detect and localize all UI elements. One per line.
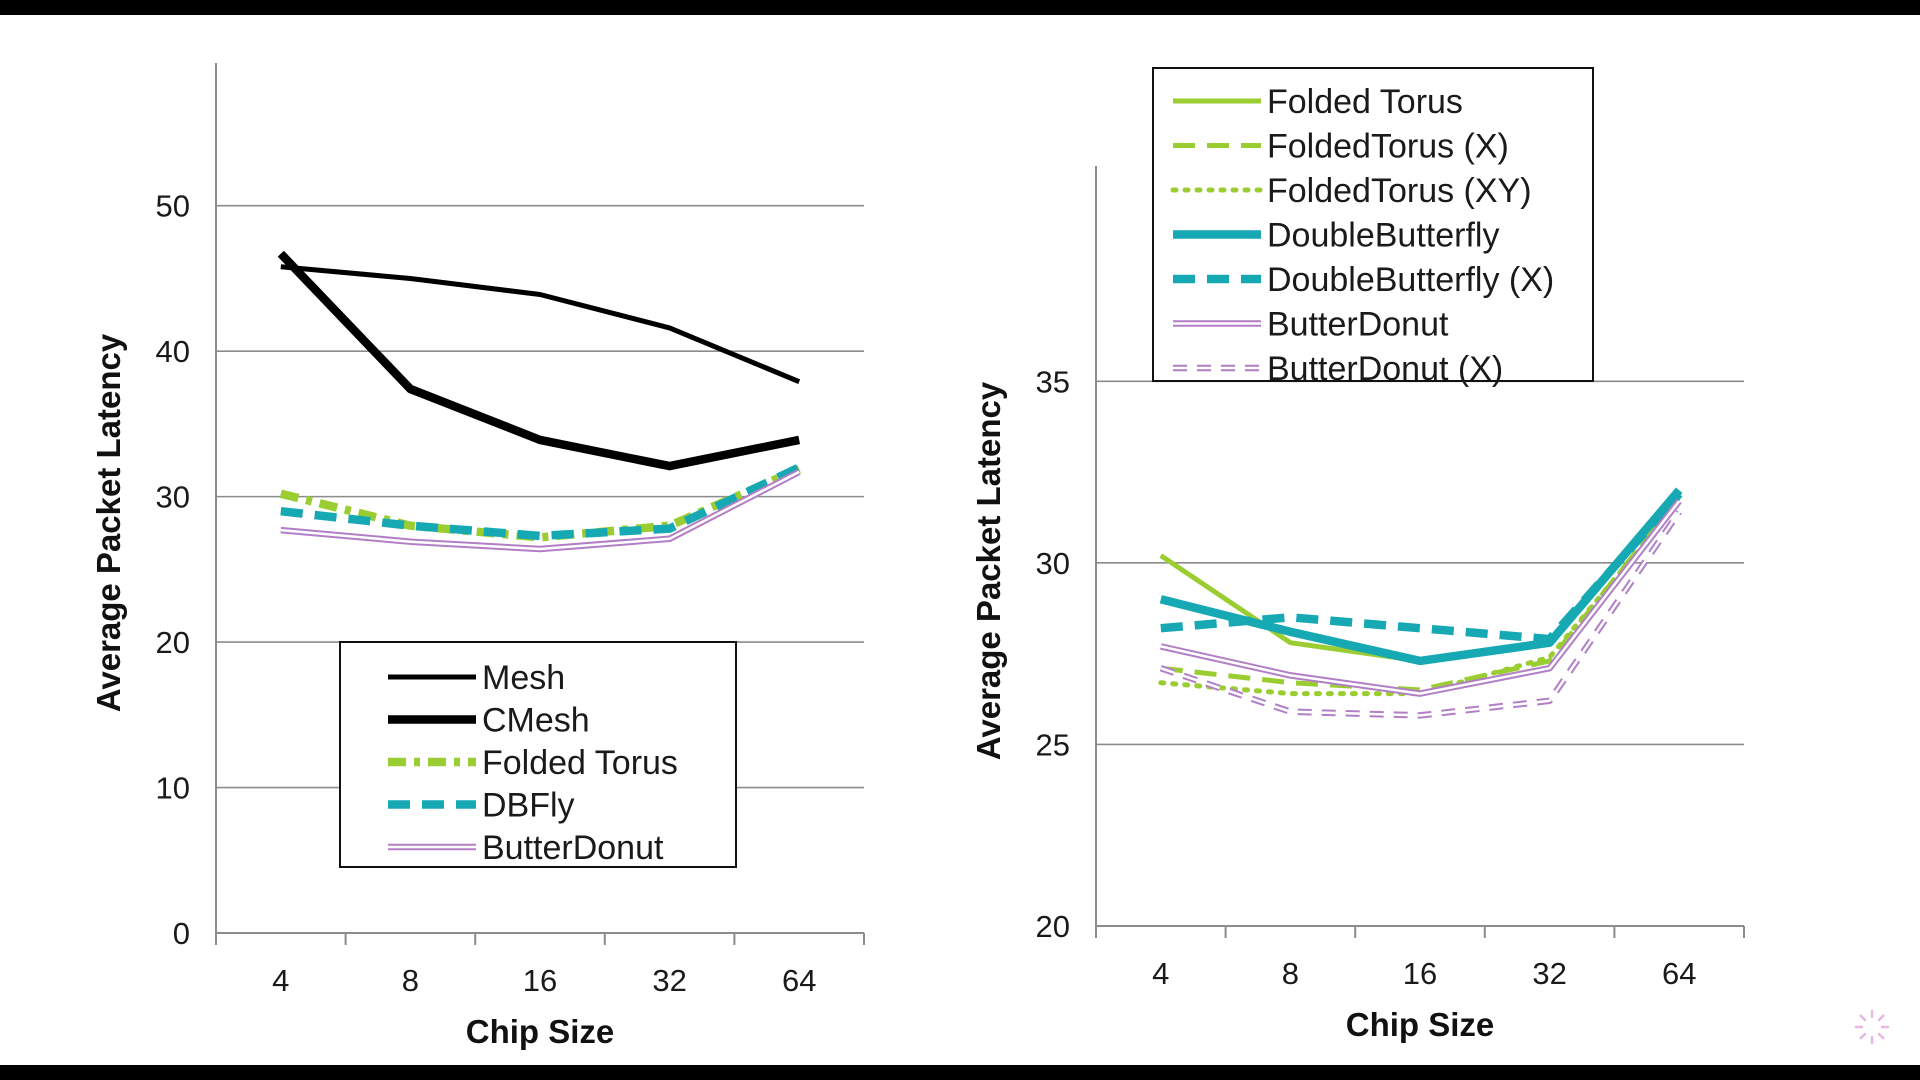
- right-legend-item-folded-torus: Folded Torus: [1173, 83, 1463, 121]
- left-series-dbfly: [280, 463, 802, 541]
- right-series-foldedtorus-xy: [1158, 498, 1682, 697]
- right-series-line-butterdonut-x: [1159, 510, 1682, 719]
- right-legend-item-butterdonut: ButterDonut: [1173, 306, 1449, 344]
- left-series-cmesh: [277, 250, 801, 471]
- right-legend-label-doublebutterfly: DoubleButterfly: [1267, 217, 1499, 255]
- right-legend-label-butterdonut: ButterDonut: [1267, 306, 1449, 344]
- left-y-tick-label-40: 40: [156, 334, 190, 369]
- right-series-butterdonut-x: [1159, 510, 1682, 719]
- loading-spinner-icon: [1854, 1009, 1890, 1045]
- left-legend-label-mesh: Mesh: [482, 659, 565, 697]
- left-y-tick-label-20: 20: [156, 625, 190, 660]
- left-x-tick-label-32: 32: [652, 963, 686, 998]
- left-y-tick-label-0: 0: [173, 916, 190, 951]
- right-y-tick-label-30: 30: [1036, 546, 1070, 581]
- right-series-line-foldedtorus-xy: [1158, 498, 1682, 697]
- right-series-line-butterdonut-x-core: [1160, 511, 1681, 717]
- left-legend-item-folded-torus: Folded Torus: [388, 744, 678, 782]
- left-series-line-butterdonut: [280, 469, 801, 553]
- right-series-line-butterdonut-x-outline: [1159, 510, 1682, 719]
- left-series-line-folded-torus: [279, 465, 801, 542]
- right-legend-box: [1152, 67, 1594, 382]
- right-x-tick-label-64: 64: [1662, 956, 1696, 991]
- right-legend-item-doublebutterfly-x: DoubleButterfly (X): [1173, 261, 1554, 299]
- right-legend-label-folded-torus: Folded Torus: [1267, 83, 1463, 121]
- left-series-folded-torus: [279, 465, 801, 542]
- left-x-axis-title: Chip Size: [466, 1013, 615, 1050]
- right-x-tick-label-8: 8: [1282, 956, 1299, 991]
- left-y-axis-title: Average Packet Latency: [90, 333, 127, 712]
- right-series-line-butterdonut-core: [1160, 500, 1681, 695]
- left-legend-item-dbfly: DBFly: [388, 787, 575, 825]
- right-series-doublebutterfly-x: [1160, 490, 1683, 644]
- chart-canvas: 0 10 20 30 40 50 4 8 16 32 64 Chip Size Average Pack…: [90, 63, 1745, 1050]
- right-series-doublebutterfly: [1159, 487, 1683, 666]
- presentation-slide: 0 10 20 30 40 50 4 8 16 32 64 Chip Size Average Pack…: [0, 15, 1920, 1065]
- left-x-tick-label-4: 4: [272, 963, 289, 998]
- left-y-tick-label-50: 50: [156, 189, 190, 224]
- left-legend-item-mesh: Mesh: [388, 659, 565, 697]
- right-legend-label-foldedtorus-x: FoldedTorus (X): [1267, 128, 1509, 166]
- right-legend-label-foldedtorus-xy: FoldedTorus (XY): [1267, 172, 1532, 210]
- left-x-tick-label-8: 8: [402, 963, 419, 998]
- left-x-tick-label-64: 64: [782, 963, 816, 998]
- left-series-mesh: [280, 264, 801, 385]
- right-y-axis-title: Average Packet Latency: [970, 381, 1007, 760]
- right-legend: Folded Torus FoldedTorus (X) FoldedTorus (…: [1152, 67, 1594, 388]
- left-series-line-dbfly: [280, 463, 802, 541]
- right-legend-item-foldedtorus-x: FoldedTorus (X): [1173, 128, 1509, 166]
- right-legend-label-butterdonut-x: ButterDonut (X): [1267, 350, 1503, 388]
- right-x-tick-label-4: 4: [1152, 956, 1169, 991]
- right-series-butterdonut: [1160, 499, 1682, 697]
- left-y-tick-label-10: 10: [156, 771, 190, 806]
- left-series-line-cmesh: [277, 250, 801, 471]
- left-legend-label-dbfly: DBFly: [482, 787, 575, 825]
- right-legend-item-foldedtorus-xy: FoldedTorus (XY): [1170, 172, 1532, 210]
- left-y-tick-label-30: 30: [156, 480, 190, 515]
- right-series-line-doublebutterfly-x: [1160, 490, 1683, 644]
- left-series-line-mesh: [280, 264, 801, 385]
- left-legend-label-folded-torus: Folded Torus: [482, 744, 678, 782]
- right-x-tick-label-16: 16: [1403, 956, 1437, 991]
- left-series-line-butterdonut-core: [280, 470, 800, 551]
- right-chart: 20 25 30 35 4 8 16 32 64 Chip Size Average Packet …: [970, 67, 1745, 1043]
- left-legend-label-cmesh: CMesh: [482, 702, 590, 740]
- left-x-tick-label-16: 16: [523, 963, 557, 998]
- left-legend: Mesh CMesh Folded Torus DBFly ButterDonut: [339, 641, 737, 868]
- right-y-tick-label-25: 25: [1036, 727, 1070, 762]
- right-legend-item-butterdonut-x: ButterDonut (X): [1173, 350, 1503, 388]
- right-y-tick-label-35: 35: [1036, 364, 1070, 399]
- right-legend-label-doublebutterfly-x: DoubleButterfly (X): [1267, 261, 1554, 299]
- left-chart: 0 10 20 30 40 50 4 8 16 32 64 Chip Size Average Pack…: [90, 63, 865, 1050]
- left-series-butterdonut: [280, 469, 801, 553]
- left-legend-item-butterdonut: ButterDonut: [388, 829, 664, 867]
- right-y-tick-label-20: 20: [1036, 909, 1070, 944]
- right-x-tick-label-32: 32: [1532, 956, 1566, 991]
- left-legend-item-cmesh: CMesh: [388, 702, 590, 740]
- right-series-line-doublebutterfly: [1159, 487, 1683, 666]
- right-legend-item-doublebutterfly: DoubleButterfly: [1173, 217, 1499, 255]
- left-legend-label-butterdonut: ButterDonut: [482, 829, 664, 867]
- right-series-line-butterdonut: [1160, 499, 1682, 697]
- right-x-axis-title: Chip Size: [1346, 1006, 1495, 1043]
